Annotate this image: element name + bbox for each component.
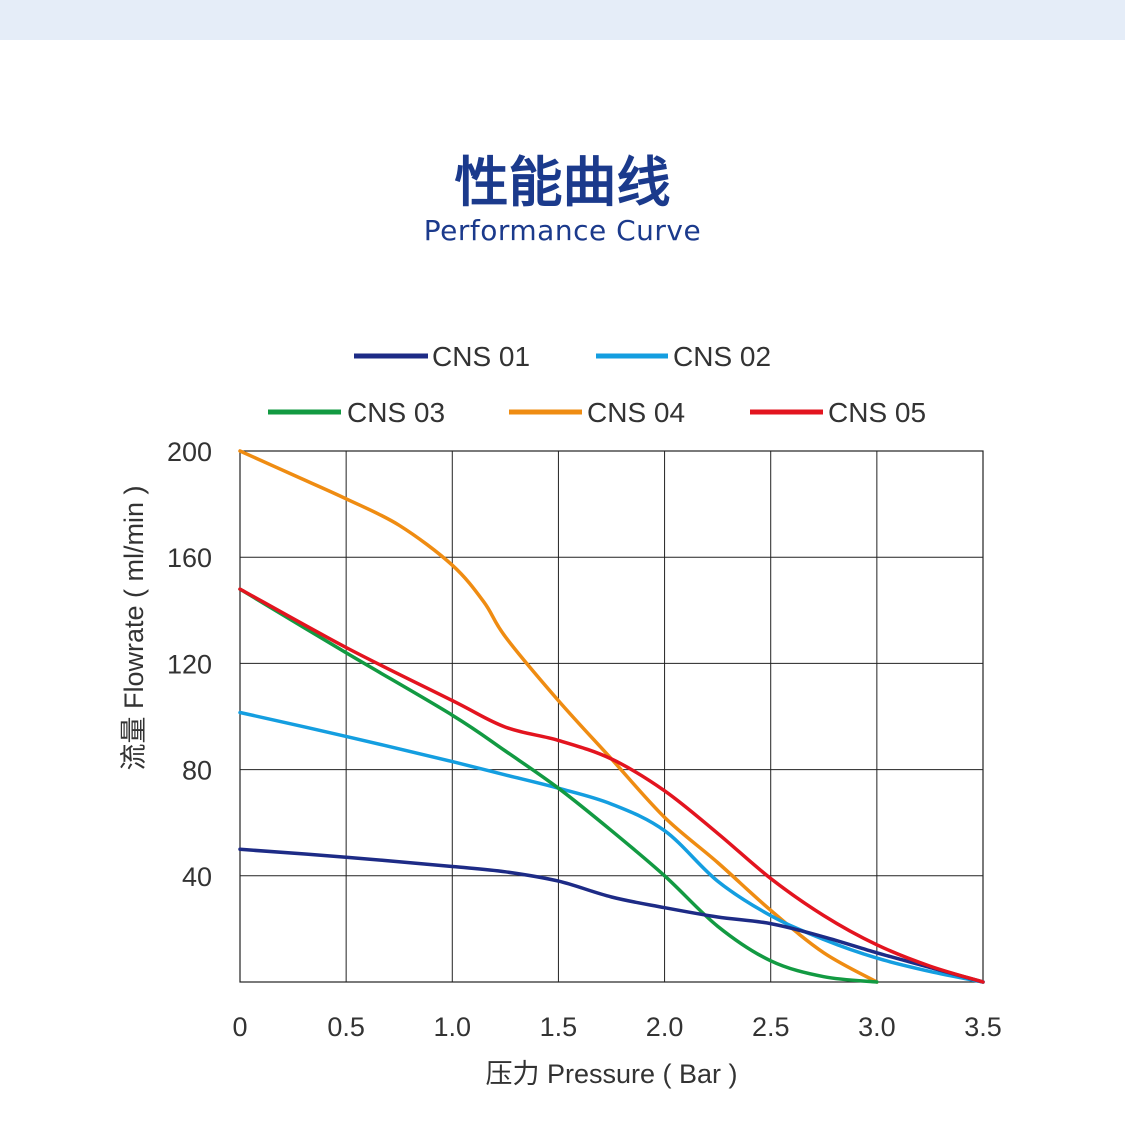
y-tick-label: 80	[182, 756, 212, 786]
series-line-cns-02	[238, 710, 985, 984]
page-title: 性能曲线	[454, 151, 671, 214]
series-line-cns-03	[238, 587, 879, 984]
y-tick-label: 160	[167, 543, 212, 573]
y-axis-title: 流量 Flowrate ( ml/min )	[119, 485, 149, 770]
x-tick-label: 1.5	[540, 1012, 578, 1042]
x-tick-label: 1.0	[434, 1012, 472, 1042]
series-line-cns-04	[238, 449, 879, 984]
series-line-cns-01	[238, 847, 985, 984]
x-tick-label: 0	[232, 1012, 247, 1042]
legend-label-cns-01: CNS 01	[432, 341, 530, 372]
legend-label-cns-05: CNS 05	[828, 397, 926, 428]
x-tick-label: 3.5	[964, 1012, 1002, 1042]
y-tick-label: 40	[182, 862, 212, 892]
legend-label-cns-02: CNS 02	[673, 341, 771, 372]
y-tick-label: 200	[167, 437, 212, 467]
x-tick-label: 0.5	[327, 1012, 365, 1042]
plot-frame	[239, 450, 984, 983]
legend-label-cns-03: CNS 03	[347, 397, 445, 428]
x-tick-label: 2.5	[752, 1012, 790, 1042]
x-tick-label: 2.0	[646, 1012, 684, 1042]
series-line-cns-05	[238, 587, 985, 984]
legend-label-cns-04: CNS 04	[587, 397, 685, 428]
page-subtitle: Performance Curve	[423, 214, 702, 247]
top-banner	[0, 0, 1125, 40]
x-axis-title: 压力 Pressure ( Bar )	[485, 1059, 737, 1089]
y-tick-label: 120	[167, 649, 212, 679]
x-tick-label: 3.0	[858, 1012, 896, 1042]
